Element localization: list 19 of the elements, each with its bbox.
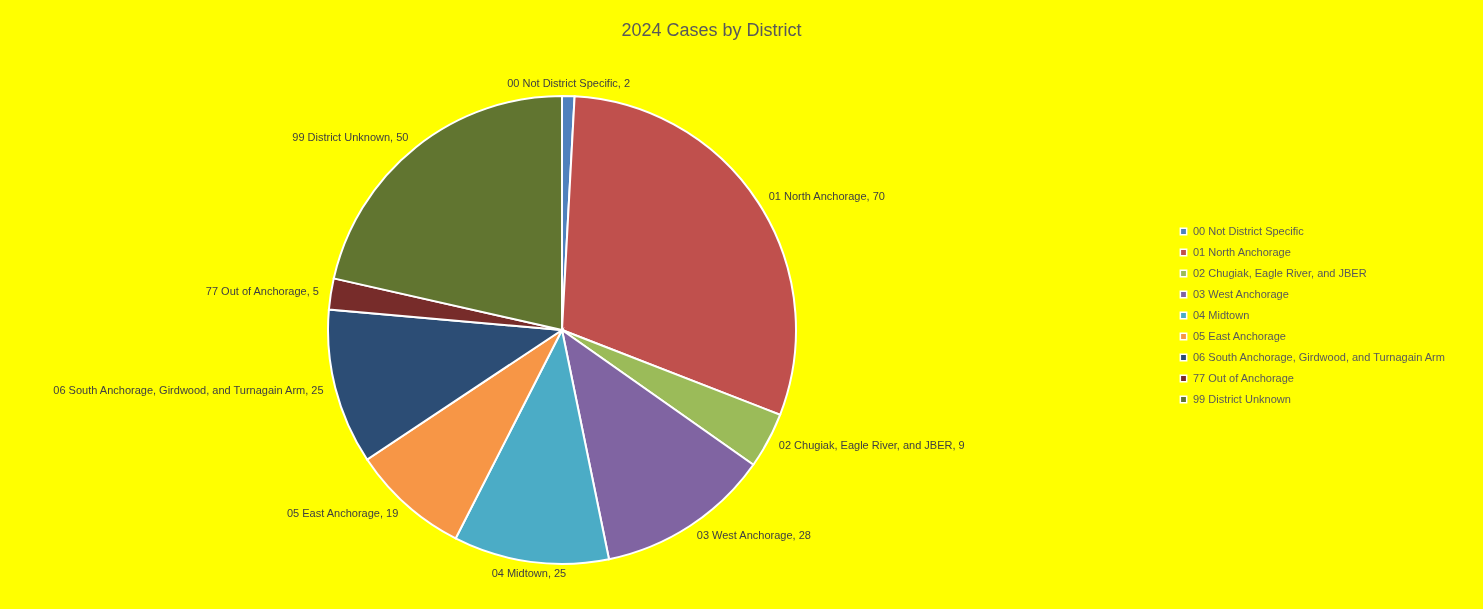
data-label: 77 Out of Anchorage, 5 (205, 285, 319, 298)
data-label: 05 East Anchorage, 19 (286, 506, 399, 519)
legend-label: 02 Chugiak, Eagle River, and JBER (1193, 266, 1367, 279)
legend-label: 99 District Unknown (1193, 392, 1291, 405)
data-label: 99 District Unknown, 50 (292, 130, 409, 143)
data-label: 00 Not District Specific, 2 (507, 77, 631, 90)
data-label: 06 South Anchorage, Girdwood, and Turnagain Arm, 25 (53, 383, 324, 396)
data-label: 01 North Anchorage, 70 (768, 189, 885, 202)
data-label: 04 Midtown, 25 (491, 566, 567, 579)
legend-label: 00 Not District Specific (1193, 224, 1305, 237)
legend-label: 05 East Anchorage (1193, 329, 1286, 342)
data-label: 02 Chugiak, Eagle River, and JBER, 9 (778, 439, 965, 452)
legend-label: 77 Out of Anchorage (1193, 371, 1294, 384)
data-label: 03 West Anchorage, 28 (696, 528, 811, 541)
legend-label: 06 South Anchorage, Girdwood, and Turnagain Arm (1193, 350, 1445, 363)
legend-label: 01 North Anchorage (1193, 245, 1291, 258)
chart-title: 2024 Cases by District (621, 20, 802, 40)
legend-label: 03 West Anchorage (1193, 287, 1289, 300)
legend-label: 04 Midtown (1193, 308, 1250, 321)
